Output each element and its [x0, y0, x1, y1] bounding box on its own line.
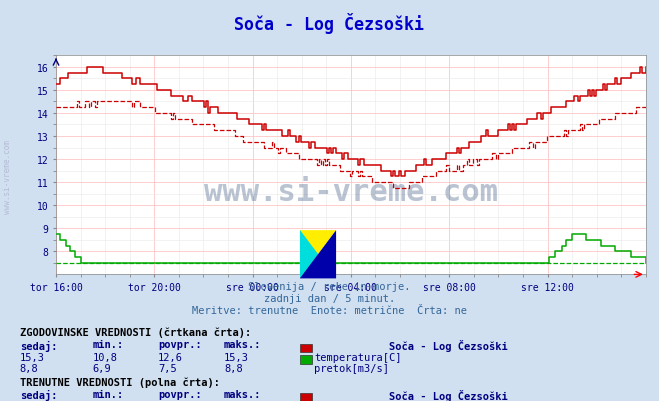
Text: 7,5: 7,5: [158, 363, 177, 373]
Text: sedaj:: sedaj:: [20, 340, 57, 350]
Text: min.:: min.:: [92, 389, 123, 399]
Text: ZGODOVINSKE VREDNOSTI (črtkana črta):: ZGODOVINSKE VREDNOSTI (črtkana črta):: [20, 327, 251, 337]
Text: 6,9: 6,9: [92, 363, 111, 373]
Text: 8,8: 8,8: [20, 363, 38, 373]
Text: pretok[m3/s]: pretok[m3/s]: [314, 363, 389, 373]
Text: Slovenija / reke in morje.: Slovenija / reke in morje.: [248, 282, 411, 292]
Text: povpr.:: povpr.:: [158, 340, 202, 350]
Text: 15,3: 15,3: [224, 352, 249, 362]
Text: Soča - Log Čezsoški: Soča - Log Čezsoški: [389, 340, 507, 352]
Text: Meritve: trenutne  Enote: metrične  Črta: ne: Meritve: trenutne Enote: metrične Črta: …: [192, 306, 467, 316]
Text: min.:: min.:: [92, 340, 123, 350]
Text: temperatura[C]: temperatura[C]: [314, 352, 402, 362]
Text: Soča - Log Čezsoški: Soča - Log Čezsoški: [235, 13, 424, 34]
Text: 15,3: 15,3: [20, 352, 45, 362]
Text: povpr.:: povpr.:: [158, 389, 202, 399]
Text: sedaj:: sedaj:: [20, 389, 57, 400]
Text: www.si-vreme.com: www.si-vreme.com: [3, 140, 13, 213]
Text: zadnji dan / 5 minut.: zadnji dan / 5 minut.: [264, 294, 395, 304]
Text: TRENUTNE VREDNOSTI (polna črta):: TRENUTNE VREDNOSTI (polna črta):: [20, 376, 219, 387]
Text: www.si-vreme.com: www.si-vreme.com: [204, 177, 498, 206]
Text: Soča - Log Čezsoški: Soča - Log Čezsoški: [389, 389, 507, 401]
Text: 12,6: 12,6: [158, 352, 183, 362]
Text: 10,8: 10,8: [92, 352, 117, 362]
Text: maks.:: maks.:: [224, 389, 262, 399]
Text: 8,8: 8,8: [224, 363, 243, 373]
Text: maks.:: maks.:: [224, 340, 262, 350]
